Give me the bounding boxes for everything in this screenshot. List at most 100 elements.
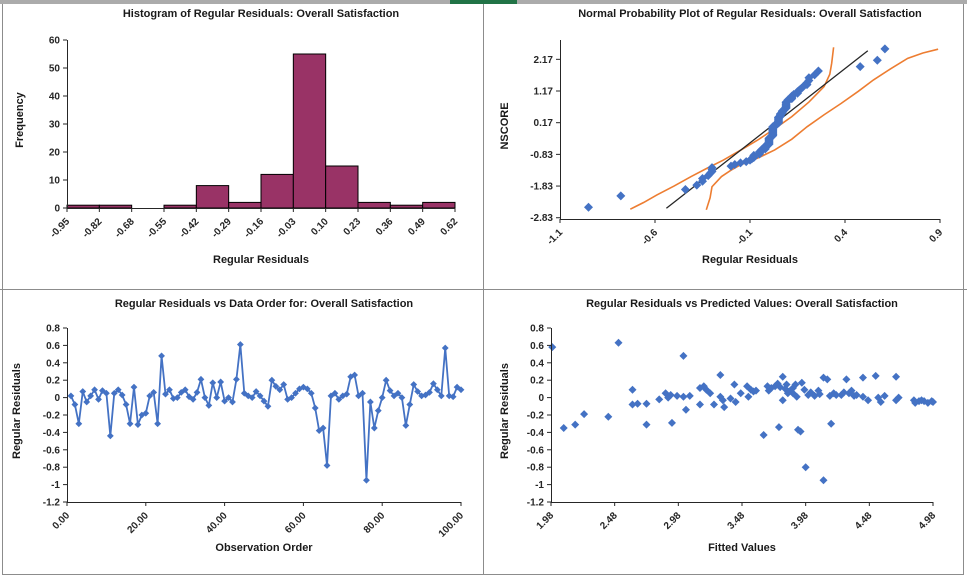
svg-text:60: 60: [49, 36, 61, 47]
predicted-values-y-tick-labels: 0.8 0.6 0.4 0.2 0 -0.2 -0.4 -0.6 -0.8 -1 -1.2: [527, 324, 551, 509]
normal-probability-chart-panel[interactable]: -1.1 -0.6 -0.1 0.4 0.9 2.17 1.17 0.17 -0.83 -1.83…: [484, 0, 967, 289]
svg-text:40.00: 40.00: [204, 510, 230, 536]
svg-text:0.6: 0.6: [46, 341, 60, 352]
normal-probability-x-tick-labels: -1.1 -0.6 -0.1 0.4 0.9: [545, 219, 945, 247]
svg-text:-0.68: -0.68: [113, 216, 137, 240]
svg-text:0: 0: [54, 204, 60, 215]
svg-text:80.00: 80.00: [362, 510, 388, 536]
y-axis-title: NSCORE: [499, 102, 511, 150]
x-axis-title: Fitted Values: [708, 542, 776, 554]
svg-text:50: 50: [49, 64, 61, 75]
svg-text:0.49: 0.49: [406, 216, 428, 238]
data-order-series: [67, 341, 465, 484]
svg-text:-0.8: -0.8: [527, 463, 545, 474]
svg-text:0.00: 0.00: [51, 510, 73, 532]
histogram-x-tick-labels: -0.95 -0.82 -0.68 -0.55 -0.42 -0.29 -0.16 -0.03…: [48, 208, 460, 240]
svg-text:0.23: 0.23: [342, 216, 364, 238]
histogram-bar: [325, 165, 359, 209]
svg-text:0.4: 0.4: [530, 358, 544, 369]
svg-text:40: 40: [49, 92, 61, 103]
data-order-axes: [67, 328, 461, 503]
svg-text:-1: -1: [535, 480, 544, 491]
data-order-plot: 0.00 20.00 40.00 60.00 80.00 100.000.80.60.40…: [43, 324, 467, 540]
predicted-values-chart-panel[interactable]: 1.98 2.48 2.98 3.48 3.98 4.48 4.98 0.8 0.6 0.4 0.2…: [484, 290, 967, 581]
svg-text:0.17: 0.17: [534, 118, 554, 129]
histogram-bar: [260, 173, 294, 209]
svg-text:-1.2: -1.2: [527, 498, 545, 509]
svg-text:-0.2: -0.2: [527, 411, 545, 422]
svg-text:1.98: 1.98: [535, 510, 557, 532]
histogram-bar: [292, 53, 327, 209]
normal-probability-series: [584, 44, 939, 212]
normal-probability-plot: -1.1 -0.6 -0.1 0.4 0.9 2.17 1.17 0.17 -0.83 -1.83…: [530, 40, 945, 247]
svg-text:100.00: 100.00: [437, 510, 467, 540]
histogram-bar: [66, 204, 100, 209]
residual-line: [70, 343, 462, 482]
bottom-border-line: [2, 574, 964, 575]
histogram-chart-panel[interactable]: -0.95 -0.82 -0.68 -0.55 -0.42 -0.29 -0.16 -0.03…: [0, 0, 483, 289]
svg-text:0.4: 0.4: [833, 227, 851, 245]
data-order-y-tick-labels: 0.8 0.6 0.4 0.2 0 -0.2 -0.4 -0.6 -0.8 -1 -1.2: [43, 324, 67, 509]
data-order-x-tick-labels: 0.00 20.00 40.00 60.00 80.00 100.00: [51, 502, 467, 540]
y-axis-title: Regular Residuals: [11, 363, 23, 459]
svg-text:4.48: 4.48: [853, 510, 875, 532]
svg-text:2.17: 2.17: [534, 55, 554, 66]
scatter-points: [548, 338, 937, 485]
svg-text:-0.83: -0.83: [530, 150, 553, 161]
normal-probability-axes: [560, 40, 940, 220]
x-axis-title: Regular Residuals: [213, 254, 309, 266]
predicted-values-plot: 1.98 2.48 2.98 3.48 3.98 4.48 4.98 0.8 0.6 0.4 0.2…: [527, 324, 939, 532]
svg-text:0: 0: [54, 393, 60, 404]
svg-text:-2.83: -2.83: [530, 213, 553, 224]
svg-text:-1.1: -1.1: [545, 227, 565, 247]
svg-text:60.00: 60.00: [283, 510, 309, 536]
svg-text:-0.1: -0.1: [735, 227, 755, 247]
svg-text:0.8: 0.8: [530, 324, 544, 335]
svg-text:0.9: 0.9: [928, 227, 946, 245]
svg-text:30: 30: [49, 120, 61, 131]
svg-text:1.17: 1.17: [534, 87, 554, 98]
svg-text:20.00: 20.00: [125, 510, 151, 536]
svg-text:-0.29: -0.29: [210, 216, 234, 240]
histogram-bar: [228, 201, 262, 209]
svg-text:0: 0: [538, 393, 544, 404]
svg-text:20: 20: [49, 148, 61, 159]
svg-text:3.48: 3.48: [726, 510, 748, 532]
x-axis-title: Regular Residuals: [702, 254, 798, 266]
svg-text:0.2: 0.2: [530, 376, 544, 387]
svg-text:0.2: 0.2: [46, 376, 60, 387]
svg-text:-0.95: -0.95: [48, 216, 72, 240]
svg-text:-0.6: -0.6: [527, 445, 545, 456]
x-axis-title: Observation Order: [215, 542, 313, 554]
histogram-bar: [98, 204, 133, 209]
predicted-values-x-tick-labels: 1.98 2.48 2.98 3.48 3.98 4.48 4.98: [535, 502, 938, 532]
histogram-series: [66, 53, 456, 209]
svg-text:-1: -1: [51, 480, 60, 491]
data-order-chart-panel[interactable]: 0.00 20.00 40.00 60.00 80.00 100.00 0.8 0.6 0.4 0…: [0, 290, 483, 581]
svg-text:2.98: 2.98: [662, 510, 684, 532]
svg-text:-0.55: -0.55: [145, 216, 169, 240]
chart-title: Regular Residuals vs Data Order for: Ove…: [114, 298, 414, 310]
histogram-plot: -0.95 -0.82 -0.68 -0.55 -0.42 -0.29 -0.16 -0.03…: [48, 36, 460, 241]
svg-text:-0.8: -0.8: [43, 463, 61, 474]
svg-text:-0.6: -0.6: [640, 227, 660, 247]
svg-text:10: 10: [49, 176, 61, 187]
confidence-band-lower: [705, 48, 939, 211]
svg-text:0.10: 0.10: [309, 216, 331, 238]
histogram-bar: [163, 204, 197, 209]
chart-title: Normal Probability Plot of Regular Resid…: [578, 8, 922, 20]
normal-probability-y-tick-labels: 2.17 1.17 0.17 -0.83 -1.83 -2.83: [530, 55, 560, 224]
svg-text:-0.4: -0.4: [43, 428, 61, 439]
qq-points: [584, 44, 890, 212]
svg-text:-0.6: -0.6: [43, 445, 61, 456]
histogram-bar: [357, 201, 391, 209]
chart-title: Histogram of Regular Residuals: Overall …: [122, 8, 400, 20]
svg-text:0.6: 0.6: [530, 341, 544, 352]
svg-text:-0.82: -0.82: [81, 216, 105, 240]
svg-text:-0.4: -0.4: [527, 428, 545, 439]
center-horizontal-divider: [0, 289, 967, 290]
histogram-y-tick-labels: 0 10 20 30 40 50 60: [49, 36, 67, 215]
confidence-band-upper: [629, 47, 835, 210]
y-axis-title: Regular Residuals: [499, 363, 511, 459]
